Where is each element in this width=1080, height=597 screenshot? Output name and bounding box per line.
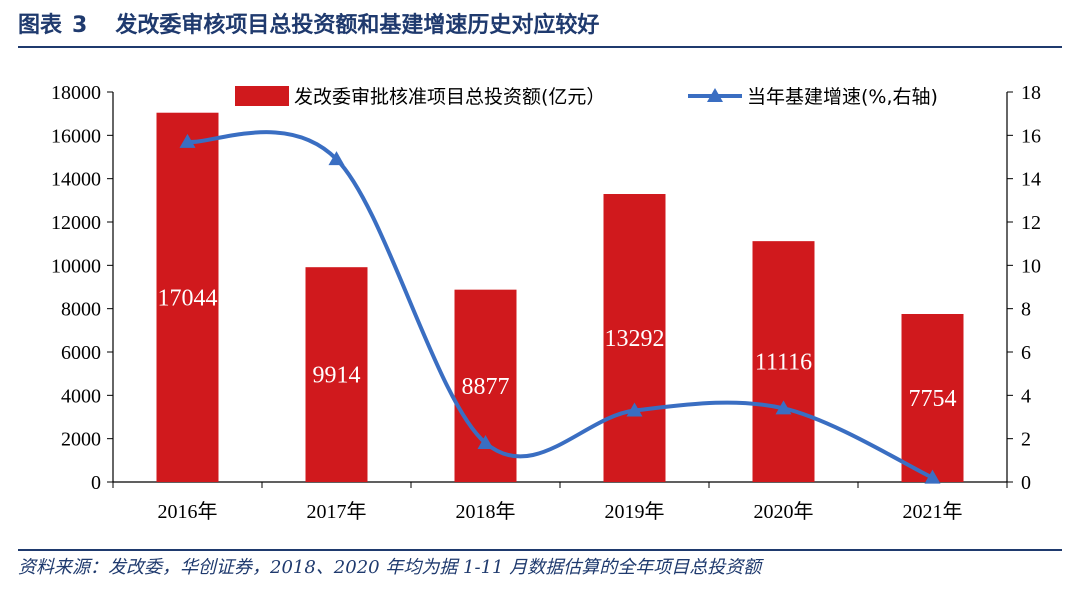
y-tick-label-right: 6 [1021, 342, 1031, 364]
y-tick-label-left: 4000 [61, 385, 101, 407]
line-point [924, 469, 941, 484]
x-tick-label: 2021年 [903, 500, 963, 523]
bar [752, 241, 815, 482]
y-tick-label-right: 12 [1021, 212, 1041, 234]
bar-data-label: 13292 [605, 326, 665, 352]
chart-axes: 0200040006000800010000120001400016000180… [51, 82, 1041, 523]
line-point [477, 435, 494, 449]
line-point [775, 400, 792, 415]
y-tick-label-right: 10 [1021, 255, 1041, 277]
bar [156, 112, 219, 483]
figure-title: 图表 3 发改委审核项目总投资额和基建增速历史对应较好 [18, 8, 1062, 44]
x-tick-label: 2020年 [754, 500, 814, 523]
title-rule [18, 46, 1062, 48]
x-tick-label: 2018年 [456, 500, 516, 523]
y-tick-label-left: 2000 [61, 429, 101, 451]
bar [603, 194, 666, 483]
bar-data-label: 9914 [313, 363, 361, 389]
y-tick-label-left: 10000 [51, 255, 101, 277]
legend-line-marker [707, 88, 723, 102]
line-point [328, 151, 345, 166]
bar-data-label: 8877 [462, 374, 510, 400]
y-tick-label-right: 8 [1021, 299, 1031, 321]
line-path [187, 130, 934, 480]
y-tick-label-left: 18000 [51, 82, 101, 104]
y-tick-label-left: 14000 [51, 169, 101, 191]
y-tick-label-right: 18 [1021, 82, 1041, 104]
y-tick-label-left: 8000 [61, 299, 101, 321]
y-tick-label-right: 16 [1021, 125, 1041, 147]
y-tick-label-left: 6000 [61, 342, 101, 364]
bar [305, 267, 368, 482]
line-series [179, 130, 941, 484]
y-tick-label-right: 4 [1021, 385, 1031, 407]
x-tick-label: 2019年 [605, 500, 665, 523]
bar-data-label: 17044 [158, 285, 218, 311]
y-tick-label-left: 0 [91, 472, 101, 494]
legend-bar-label: 发改委审批核准项目总投资额(亿元） [294, 86, 605, 108]
line-point [626, 402, 643, 417]
figure-number: 3 [72, 13, 88, 38]
bar-data-labels: 17044 9914 8877 13292 11116 7754 [158, 285, 957, 412]
y-tick-label-left: 16000 [51, 125, 101, 147]
figure-title-text: 发改委审核项目总投资额和基建增速历史对应较好 [115, 13, 600, 38]
legend-line-label: 当年基建增速(%,右轴) [747, 86, 938, 108]
bar [454, 289, 517, 482]
bar-series [156, 112, 964, 483]
y-tick-label-right: 14 [1021, 169, 1041, 191]
source-rule [18, 549, 1062, 551]
figure-label: 图表 [18, 13, 63, 38]
y-tick-label-left: 12000 [51, 212, 101, 234]
y-tick-label-right: 2 [1021, 429, 1031, 451]
source-note: 资料来源：发改委，华创证券，2018、2020 年均为据 1-11 月数据估算的… [18, 557, 762, 578]
chart-legend: 发改委审批核准项目总投资额(亿元） 当年基建增速(%,右轴) [235, 86, 938, 108]
x-tick-label: 2016年 [158, 500, 218, 523]
line-point [179, 133, 196, 148]
bar-data-label: 7754 [909, 386, 957, 412]
x-tick-label: 2017年 [307, 500, 367, 523]
y-tick-label-right: 0 [1021, 472, 1031, 494]
bar-data-label: 11116 [755, 350, 812, 376]
bar [901, 313, 964, 482]
legend-bar-swatch [235, 86, 289, 106]
